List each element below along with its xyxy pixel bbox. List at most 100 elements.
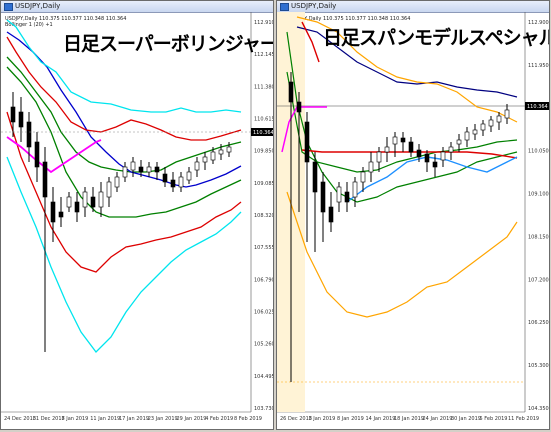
candle [50, 201, 56, 223]
candle [296, 101, 302, 113]
chart-titlebar-left[interactable]: USDJPY,Daily [1, 1, 273, 13]
price-tag [251, 128, 273, 136]
chart-symbol-header: USDJPY,Daily 110.375 110.377 110.348 110… [289, 16, 411, 22]
candle [480, 123, 486, 131]
x-axis-tick-label: 5 Feb 2019 [480, 416, 508, 422]
candle [456, 139, 462, 145]
y-axis-tick-label: 110.615 [254, 117, 274, 123]
y-axis-tick-label: 112.900 [528, 20, 549, 26]
x-axis-tick-label: 18 Jan 2019 [394, 416, 424, 422]
candle [352, 181, 358, 198]
x-axis-tick-label: 31 Dec 2018 [33, 416, 65, 422]
candle [58, 211, 64, 218]
x-axis-tick-label: 11 Feb 2019 [508, 416, 539, 422]
candle [504, 109, 510, 119]
candle [138, 166, 144, 173]
upper-band-2 [6, 36, 242, 141]
candle [328, 206, 334, 223]
indicator-header: Bollinger 1 (20) +1 [5, 22, 53, 28]
y-axis-tick-label: 106.025 [254, 310, 274, 316]
candle [440, 151, 446, 161]
y-axis-tick-label: 112.910 [254, 20, 274, 26]
chikou-span [6, 136, 102, 174]
candle [66, 196, 72, 208]
x-axis-tick-label: 24 Jan 2019 [423, 416, 453, 422]
chart-titlebar-right[interactable]: USDJPY,Daily [277, 1, 549, 13]
candle [336, 186, 342, 203]
price-tag [525, 102, 549, 110]
candle [130, 161, 136, 171]
candle [312, 161, 318, 193]
x-axis-tick-label: 8 Jan 2019 [337, 416, 364, 422]
candle [34, 141, 40, 168]
candle [146, 166, 152, 173]
candle [344, 191, 350, 203]
candle [448, 146, 454, 153]
candle [218, 149, 224, 155]
candle [74, 201, 80, 213]
price-chart-left[interactable]: 112.910 112.145 111.380 110.615 109.850 109.0… [1, 12, 274, 430]
candle [10, 106, 16, 123]
y-axis-tick-label: 110.050 [528, 149, 549, 155]
y-axis-tick-label: 106.250 [528, 320, 549, 326]
candle [194, 161, 200, 171]
overlay-title: 日足スーパーボリンジャー [63, 33, 274, 55]
y-axis-tick-label: 107.200 [528, 277, 549, 283]
x-axis-tick-label: 26 Dec 2018 [280, 416, 312, 422]
x-axis-tick-label: 3 Jan 2019 [309, 416, 336, 422]
chart-window-title: USDJPY,Daily [15, 2, 61, 10]
x-axis-tick-label: 24 Dec 2018 [4, 416, 36, 422]
y-axis-tick-label: 105.300 [528, 363, 549, 369]
candle [400, 137, 406, 143]
candle [368, 161, 374, 173]
candle [202, 156, 208, 163]
chart-window-right[interactable]: USDJPY,Daily USDJPY,Daily 110.375 110.37… [276, 0, 550, 430]
span-green-line [286, 31, 518, 203]
span-blue-line [346, 156, 518, 203]
candle [114, 176, 120, 188]
y-axis-tick-label: 108.150 [528, 234, 549, 240]
y-axis-tick-label: 111.950 [528, 63, 549, 69]
chart-symbol-header: USDJPY,Daily 110.375 110.377 110.348 110… [5, 16, 127, 22]
price-chart-right[interactable]: 112.900111.950111.000110.050109.100108.1… [277, 12, 550, 430]
lower-band-3 [6, 156, 242, 353]
candle [18, 111, 24, 128]
candle [210, 151, 216, 161]
candle [408, 141, 414, 153]
candle [288, 81, 294, 103]
candle [106, 181, 112, 198]
candle [162, 173, 168, 183]
candle [170, 179, 176, 188]
chart-window-left[interactable]: USDJPY,Daily USDJPY,Daily 110.375 110.37… [0, 0, 274, 430]
candle [488, 119, 494, 127]
y-axis-tick-label: 108.320 [254, 213, 274, 219]
candle [384, 146, 390, 153]
x-axis-tick-label: 11 Jan 2019 [90, 416, 120, 422]
candle [464, 131, 470, 141]
candle [376, 151, 382, 163]
span-orange-upper [296, 16, 518, 123]
upper-band-3 [6, 19, 242, 113]
chart-window-title: USDJPY,Daily [291, 2, 337, 10]
x-axis-tick-label: 23 Jan 2019 [148, 416, 178, 422]
lower-band-2 [6, 111, 242, 273]
candle [122, 166, 128, 178]
x-axis-tick-label: 8 Feb 2019 [234, 416, 262, 422]
span-red-line [301, 149, 518, 159]
x-axis-tick-label: 17 Jan 2019 [119, 416, 149, 422]
x-axis-tick-label: 14 Jan 2019 [366, 416, 396, 422]
overlay-title: 日足スパンモデルスペシャル [323, 27, 550, 49]
y-axis-tick-label: 109.850 [254, 149, 274, 155]
candle [154, 166, 160, 173]
candle [432, 161, 438, 168]
y-axis-tick-label: 109.100 [528, 192, 549, 198]
candle [360, 171, 366, 183]
span-navy-line [296, 26, 518, 98]
candle [424, 153, 430, 163]
candle [90, 196, 96, 208]
y-axis-tick-label: 109.085 [254, 181, 274, 187]
upper-band-1 [6, 56, 242, 173]
y-axis-tick-label: 104.350 [528, 406, 549, 412]
y-axis-tick-label: 105.260 [254, 342, 274, 348]
y-axis-tick-label: 111.380 [254, 84, 274, 90]
